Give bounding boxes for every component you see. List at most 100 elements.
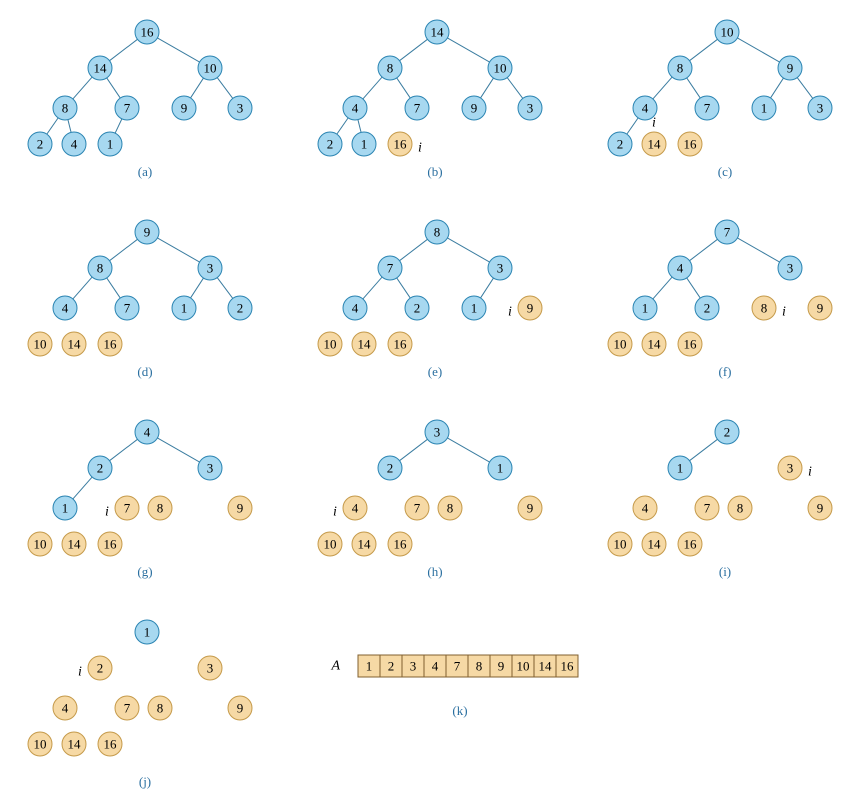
node-value: 14	[648, 537, 662, 552]
heap-node: 3	[518, 96, 542, 120]
tree-edge	[157, 438, 199, 462]
heap-node: 8	[378, 56, 402, 80]
sorted-node: 16	[388, 132, 412, 156]
index-marker-i: i	[78, 665, 82, 680]
node-value: 7	[387, 261, 394, 276]
node-value: 2	[387, 461, 394, 476]
node-value: 1	[107, 137, 114, 152]
tree-edge	[73, 77, 92, 99]
heap-node: 1	[352, 132, 376, 156]
heap-node: 9	[135, 220, 159, 244]
sorted-node: 9	[518, 296, 542, 320]
heap-node: 10	[198, 56, 222, 80]
sorted-node: 14	[642, 532, 666, 556]
heap-node: 2	[378, 456, 402, 480]
tree-edge	[157, 38, 199, 62]
heap-node: 7	[405, 96, 429, 120]
tree-edge	[400, 439, 428, 460]
panel-label: (h)	[427, 564, 442, 579]
heap-node: 3	[228, 96, 252, 120]
heap-node: 2	[28, 132, 52, 156]
heapsort-figure: 1614108793241(a)1481047932116i(b)1089471…	[10, 10, 848, 798]
tree-edge	[687, 78, 701, 98]
heap-node: 3	[198, 456, 222, 480]
array-value: 9	[498, 659, 505, 674]
node-value: 2	[704, 301, 711, 316]
node-value: 3	[787, 261, 794, 276]
node-value: 9	[787, 61, 794, 76]
heap-node: 9	[778, 56, 802, 80]
sorted-node: 9	[808, 496, 832, 520]
heap-node: 1	[53, 496, 77, 520]
sorted-node: 10	[608, 532, 632, 556]
panel-i: 2134789101416i(i)	[608, 420, 832, 579]
array-value: 8	[476, 659, 483, 674]
node-value: 10	[494, 61, 507, 76]
sorted-node: 8	[752, 296, 776, 320]
heap-node: 14	[425, 20, 449, 44]
tree-edge	[110, 239, 138, 260]
sorted-node: 7	[115, 496, 139, 520]
tree-edge	[397, 278, 411, 298]
sorted-node: 9	[228, 696, 252, 720]
tree-edge	[653, 77, 672, 99]
node-value: 3	[207, 461, 214, 476]
sorted-node: 9	[518, 496, 542, 520]
node-value: 14	[358, 537, 372, 552]
tree-edge	[690, 439, 718, 460]
tree-edge	[217, 78, 233, 99]
node-value: 7	[124, 101, 131, 116]
node-value: 7	[724, 225, 731, 240]
node-value: 4	[642, 101, 649, 116]
sorted-node: 14	[642, 332, 666, 356]
array-value: 7	[454, 659, 461, 674]
array-value: 14	[539, 659, 553, 674]
array-value: 4	[432, 659, 439, 674]
node-value: 9	[237, 501, 244, 516]
node-value: 16	[141, 25, 155, 40]
tree-edge	[157, 238, 199, 262]
node-value: 16	[684, 537, 698, 552]
node-value: 4	[642, 501, 649, 516]
node-value: 8	[157, 701, 164, 716]
sorted-node: 3	[778, 456, 802, 480]
tree-edge	[687, 278, 701, 298]
node-value: 16	[104, 537, 118, 552]
heap-node: 3	[488, 256, 512, 280]
index-marker-i: i	[105, 505, 109, 520]
node-value: 2	[617, 137, 624, 152]
heap-node: 2	[608, 132, 632, 156]
node-value: 1	[761, 101, 768, 116]
sorted-node: 16	[98, 532, 122, 556]
node-value: 10	[34, 337, 47, 352]
panel-c: 1089471321416i(c)	[608, 20, 832, 179]
node-value: 8	[447, 501, 454, 516]
tree-edge	[110, 439, 138, 460]
index-marker-i: i	[508, 305, 512, 320]
node-value: 2	[327, 137, 334, 152]
heap-node: 4	[62, 132, 86, 156]
node-value: 1	[361, 137, 368, 152]
node-value: 8	[761, 301, 768, 316]
tree-edge	[358, 120, 361, 133]
node-value: 10	[34, 737, 47, 752]
panel-b: 1481047932116i(b)	[318, 20, 542, 179]
node-value: 16	[394, 537, 408, 552]
sorted-node: 3	[198, 656, 222, 680]
tree-edge	[107, 278, 121, 298]
sorted-node: 7	[405, 496, 429, 520]
node-value: 8	[737, 501, 744, 516]
heap-node: 4	[668, 256, 692, 280]
node-value: 7	[414, 501, 421, 516]
array-value: 1	[366, 659, 373, 674]
tree-edge	[481, 78, 494, 98]
sorted-node: 8	[728, 496, 752, 520]
node-value: 3	[817, 101, 824, 116]
node-value: 3	[207, 661, 214, 676]
heap-node: 3	[778, 256, 802, 280]
tree-edge	[447, 238, 489, 262]
tree-edge	[771, 78, 784, 98]
tree-edge	[447, 38, 489, 62]
sorted-node: 16	[678, 532, 702, 556]
panel-e: 8734219101416i(e)	[318, 220, 542, 379]
